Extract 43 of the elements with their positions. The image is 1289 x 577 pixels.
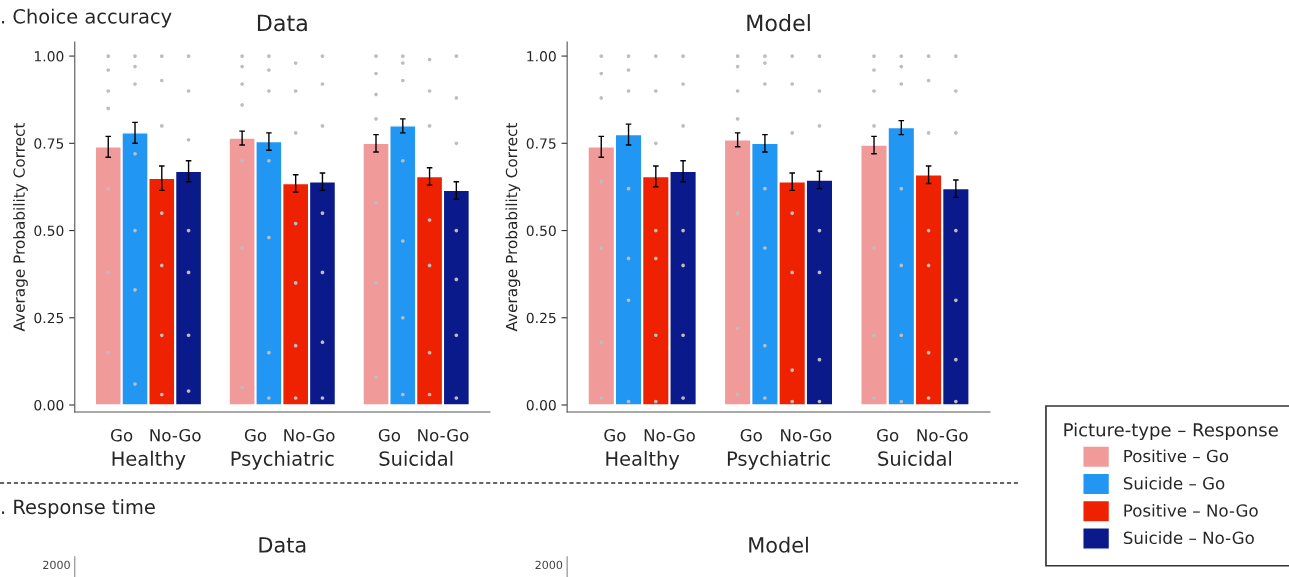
text: No-Go	[917, 428, 968, 442]
text: Go	[740, 428, 762, 442]
y-tick-label: 1.00	[34, 51, 64, 62]
text: Go	[111, 428, 133, 442]
legend-label: Suicide – Go	[1123, 476, 1225, 490]
x-tick-label: Healthy	[112, 450, 186, 470]
text: Go	[604, 428, 626, 442]
x-tick-label: Psychiatric	[231, 450, 334, 470]
y-tick-label: 0.25	[34, 312, 64, 324]
chart-title: Data	[257, 14, 307, 32]
y-tick-label: 0.75	[526, 138, 556, 149]
legend-label: Positive – No-Go	[1124, 503, 1258, 517]
legend-label: Positive – Go	[1124, 449, 1229, 463]
y-tick-label: 0.00	[526, 399, 556, 411]
text: . Response time	[2, 499, 155, 518]
text: No-Go	[781, 428, 832, 442]
text: No-Go	[150, 428, 201, 442]
text: 2000	[43, 560, 70, 570]
y-tick-label: 1.00	[527, 51, 556, 62]
text: Data	[259, 537, 306, 553]
y-tick-label: 0.00	[34, 399, 64, 411]
text: Go	[378, 428, 401, 442]
y-tick-label: 0.75	[34, 138, 64, 149]
y-axis-title: Average Probability Correct	[505, 122, 521, 332]
chart-subtitle: . Choice accuracy	[2, 8, 172, 28]
text: Model	[749, 536, 808, 553]
y-tick-label: 0.25	[526, 312, 556, 324]
x-tick-label: Suicidal	[878, 450, 952, 466]
text: Go	[877, 428, 899, 442]
legend-label: Suicide – No-Go	[1123, 531, 1254, 545]
chart-title: Model	[747, 14, 810, 32]
y-tick-label: 0.50	[526, 225, 556, 237]
y-tick-label: 0.50	[34, 225, 64, 237]
y-axis-title: Average Probability Correct	[13, 122, 28, 332]
x-tick-label: Suicidal	[379, 450, 453, 466]
legend-title: Picture-type – Response	[1064, 422, 1278, 441]
text: No-Go	[418, 428, 469, 442]
text: Go	[244, 428, 267, 442]
text: No-Go	[644, 428, 695, 442]
x-tick-label: Psychiatric	[727, 450, 830, 470]
x-tick-label: Healthy	[606, 450, 680, 470]
text: 2000	[535, 560, 563, 570]
text: No-Go	[284, 428, 335, 442]
